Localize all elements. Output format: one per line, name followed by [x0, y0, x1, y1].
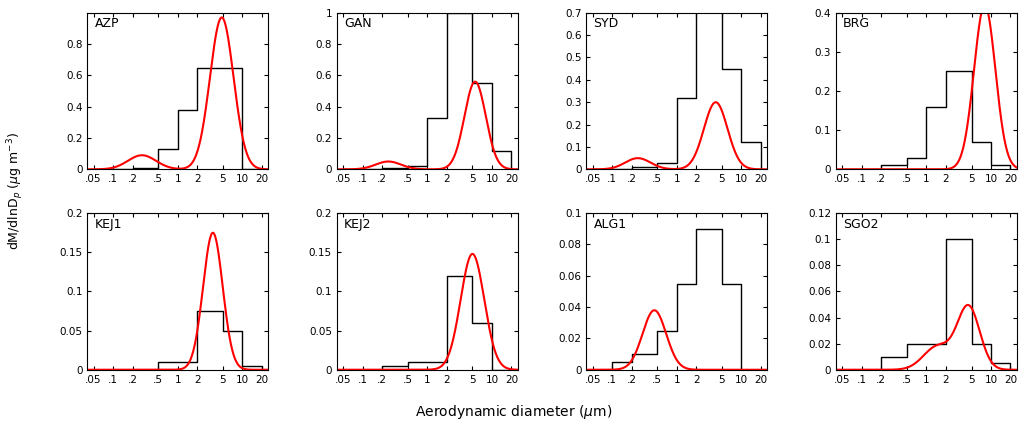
- Text: SGO2: SGO2: [843, 218, 879, 231]
- Text: BRG: BRG: [843, 17, 870, 31]
- Text: Aerodynamic diameter ($\mu$m): Aerodynamic diameter ($\mu$m): [415, 403, 612, 421]
- Text: KEJ2: KEJ2: [344, 218, 372, 231]
- Text: SYD: SYD: [594, 17, 619, 31]
- Text: GAN: GAN: [344, 17, 372, 31]
- Text: AZP: AZP: [94, 17, 119, 31]
- Text: dM/dlnD$_p$ ($\mu$g m$^{-3}$): dM/dlnD$_p$ ($\mu$g m$^{-3}$): [5, 132, 26, 250]
- Text: ALG1: ALG1: [594, 218, 626, 231]
- Text: KEJ1: KEJ1: [94, 218, 122, 231]
